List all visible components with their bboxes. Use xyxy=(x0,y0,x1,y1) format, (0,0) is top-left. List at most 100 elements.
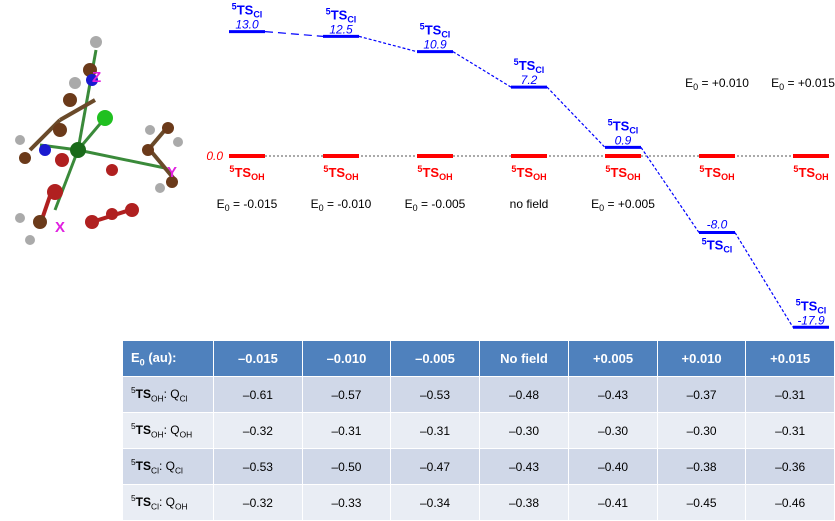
bond xyxy=(77,148,166,170)
table-cell: –0.45 xyxy=(656,484,747,521)
field-label: E0 = +0.005 xyxy=(591,197,655,213)
column-header: No field xyxy=(478,340,570,377)
atom xyxy=(97,110,113,126)
field-label: E0 = -0.015 xyxy=(217,197,278,213)
table-cell: –0.53 xyxy=(390,376,480,413)
ts-oh-label: 5TSOH xyxy=(417,164,452,182)
ts-cl-label: 5TSCl xyxy=(514,57,545,75)
atom xyxy=(33,215,47,229)
axis-x-label: X xyxy=(55,219,65,236)
table-cell: –0.32 xyxy=(213,484,303,521)
atom xyxy=(19,152,31,164)
ts-cl-label: 5TSCl xyxy=(796,297,827,315)
atom xyxy=(106,208,118,220)
atom xyxy=(155,183,165,193)
field-label: E0 = +0.015 xyxy=(771,76,835,92)
ts-cl-connector xyxy=(452,51,512,88)
ts-cl-connector xyxy=(734,232,794,328)
atom xyxy=(55,153,69,167)
row-label: 5TSOH: QOH xyxy=(121,412,215,449)
table-cell: –0.57 xyxy=(301,376,392,413)
table-cell: –0.32 xyxy=(213,412,303,449)
table-cell: –0.31 xyxy=(301,412,392,449)
table-cell: –0.43 xyxy=(568,376,658,413)
table-cell: –0.30 xyxy=(478,412,570,449)
atom xyxy=(142,144,154,156)
ts-cl-connector xyxy=(358,35,418,53)
table-cell: –0.34 xyxy=(390,484,480,521)
column-header: –0.015 xyxy=(213,340,303,377)
axis-z-label: Z xyxy=(92,69,101,86)
table-cell: –0.47 xyxy=(390,448,480,485)
column-header: –0.005 xyxy=(390,340,480,377)
ts-cl-value: 10.9 xyxy=(423,38,447,52)
ts-cl-value: -8.0 xyxy=(707,218,728,232)
atom xyxy=(86,74,98,86)
table-cell: –0.41 xyxy=(568,484,658,521)
bond xyxy=(59,98,96,122)
table-row: 5TSCl: QCl –0.53 –0.50 –0.47 –0.43 –0.40 –0.38… xyxy=(121,448,835,485)
atom xyxy=(53,123,67,137)
atom xyxy=(15,213,25,223)
table-header-row: E0 (au): –0.015 –0.010 –0.005 No field +… xyxy=(121,340,835,377)
ts-cl-label: 5TSCl xyxy=(608,117,639,135)
table-cell: –0.61 xyxy=(213,376,303,413)
atom xyxy=(63,93,77,107)
table-cell: –0.38 xyxy=(656,448,747,485)
ts-oh-label: 5TSOH xyxy=(511,164,546,182)
ts-oh-label: 5TSOH xyxy=(229,164,264,182)
atom xyxy=(39,144,51,156)
ts-cl-label: 5TSCl xyxy=(420,22,451,40)
bond xyxy=(53,149,80,211)
row-label: 5TSOH: QCl xyxy=(121,376,215,413)
table-cell: –0.48 xyxy=(478,376,570,413)
row-label: 5TSCl: QOH xyxy=(121,484,215,521)
ts-cl-label: 5TSCl xyxy=(326,6,357,24)
axis-y-label: Y xyxy=(167,164,177,181)
table-cell: –0.50 xyxy=(301,448,392,485)
ts-oh-label: 5TSOH xyxy=(699,164,734,182)
ts-cl-connector xyxy=(640,147,700,233)
energy-levels: 5TSOH 5TSOH 5TSOH 5TSOH 5TSOH 5TSOH 5TSOH 0.0 5T… xyxy=(206,2,835,329)
molecule-structure-illustration: Z Y X xyxy=(15,36,183,245)
ts-cl-connector xyxy=(264,30,324,37)
ts-oh-label: 5TSOH xyxy=(605,164,640,182)
atom xyxy=(25,235,35,245)
table-row: 5TSOH: QCl –0.61 –0.57 –0.53 –0.48 –0.43 –0.37… xyxy=(121,376,835,413)
ts-cl-value: 7.2 xyxy=(521,73,538,87)
table-header-label: E0 (au): xyxy=(121,340,215,377)
charge-table: E0 (au): –0.015 –0.010 –0.005 No field +… xyxy=(121,340,835,521)
atom xyxy=(162,122,174,134)
atom xyxy=(70,142,86,158)
bond xyxy=(28,118,62,152)
atom xyxy=(125,203,139,217)
atom xyxy=(69,77,81,89)
field-label: E0 = +0.010 xyxy=(685,76,749,92)
atom xyxy=(90,36,102,48)
column-header: +0.015 xyxy=(745,340,835,377)
atom xyxy=(85,215,99,229)
table-cell: –0.30 xyxy=(568,412,658,449)
ts-cl-label: 5TSCl xyxy=(232,2,263,20)
row-label: 5TSCl: QCl xyxy=(121,448,215,485)
column-header: +0.010 xyxy=(656,340,747,377)
table-cell: –0.37 xyxy=(656,376,747,413)
ts-cl-value: -17.9 xyxy=(797,313,825,327)
atom xyxy=(83,63,97,77)
column-header: +0.005 xyxy=(568,340,658,377)
field-label: E0 = -0.005 xyxy=(405,197,466,213)
atom xyxy=(15,135,25,145)
table-row: 5TSOH: QOH –0.32 –0.31 –0.31 –0.30 –0.30 –0.30… xyxy=(121,412,835,449)
table-cell: –0.31 xyxy=(745,376,835,413)
table-cell: –0.53 xyxy=(213,448,303,485)
ts-oh-label: 5TSOH xyxy=(793,164,828,182)
atom xyxy=(166,176,178,188)
column-header: –0.010 xyxy=(301,340,392,377)
table-cell: –0.46 xyxy=(745,484,835,521)
atom xyxy=(145,125,155,135)
ts-cl-connector xyxy=(546,86,606,148)
atom xyxy=(106,164,118,176)
ts-cl-value: 13.0 xyxy=(235,18,259,32)
table-cell: –0.38 xyxy=(478,484,570,521)
energy-diagram: Z Y X 5TSOH5TSOH5TSOH5TSOH5TSOH5TSOH5TSO… xyxy=(15,2,835,329)
